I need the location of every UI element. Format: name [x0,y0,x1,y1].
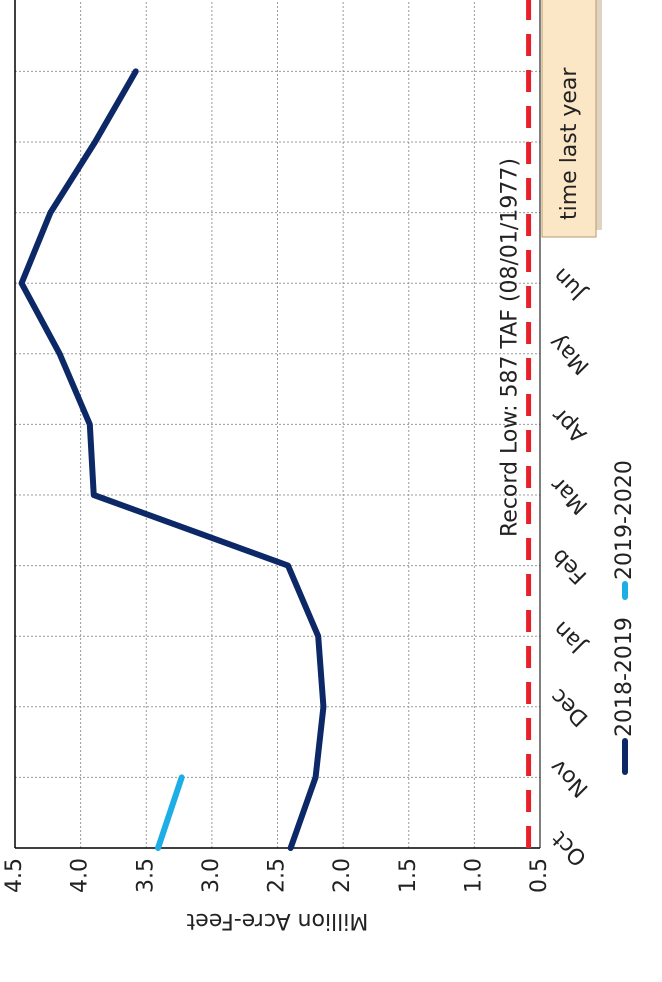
y-tick-label: 1.5 [396,858,421,893]
record-low-label: Record Low: 587 TAF (08/01/1977) [498,158,523,537]
series-line [18,68,327,851]
y-tick-label: 3.5 [133,858,158,893]
x-tick-label: Jun [549,263,592,306]
legend-label: 2019-2020 [612,460,637,580]
y-tick-label: 0.5 [527,858,552,893]
callout-text: time last year [557,67,582,220]
y-tick-label: 2.5 [265,858,290,893]
y-tick-label: 1.0 [461,858,486,893]
x-tick-label: Apr [547,402,592,447]
rotated-chart: OctNovDecJanFebMarAprMayJunJulAugSep0.51… [2,0,637,933]
y-tick-label: 3.0 [199,858,224,893]
y-tick-label: 2.0 [330,858,355,893]
x-tick-label: May [545,329,595,379]
x-tick-label: Dec [546,683,594,731]
x-tick-label: Mar [545,471,593,519]
callout-box [541,0,597,238]
y-axis-title: Million Acre-Feet [186,908,368,933]
y-tick-label: 4.5 [2,858,27,893]
y-tick-label: 4.0 [68,858,93,893]
series-line [155,774,185,851]
x-tick-label: Feb [547,543,592,588]
x-tick-label: Jan [549,616,592,659]
x-tick-label: Oct [547,826,592,871]
legend-label: 2018-2019 [612,617,637,737]
x-tick-label: Nov [546,754,594,802]
